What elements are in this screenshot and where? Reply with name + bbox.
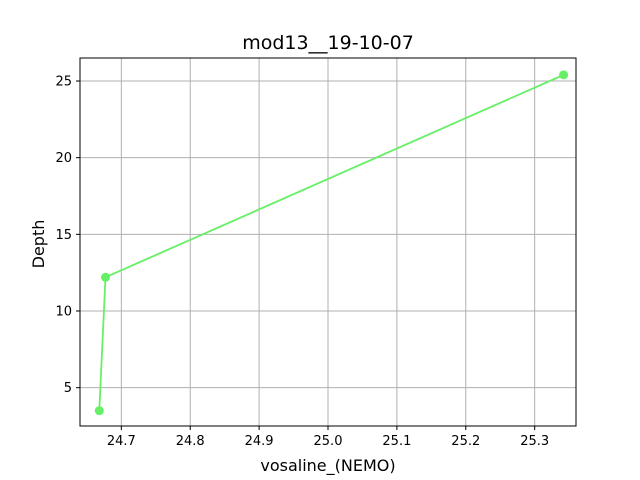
grid xyxy=(80,58,576,426)
x-tick-label: 24.9 xyxy=(245,434,274,449)
y-tick-label: 10 xyxy=(55,305,72,320)
x-tick-label: 25.1 xyxy=(382,434,411,449)
y-tick-label: 20 xyxy=(55,151,72,166)
data-point xyxy=(559,70,569,80)
x-axis: 24.7 24.8 24.9 25.0 25.1 25.2 25.3 xyxy=(107,426,549,449)
x-tick-label: 25.2 xyxy=(451,434,480,449)
y-axis-label: Depth xyxy=(29,220,48,269)
data-point xyxy=(100,272,110,282)
series-line xyxy=(98,74,564,411)
x-tick-label: 24.8 xyxy=(176,434,205,449)
x-tick-label: 25.0 xyxy=(314,434,343,449)
y-tick-label: 5 xyxy=(64,381,72,396)
x-tick-label: 24.7 xyxy=(107,434,136,449)
chart-title: mod13__19-10-07 xyxy=(242,32,414,54)
data-point xyxy=(94,406,104,416)
y-tick-label: 15 xyxy=(55,228,72,243)
y-tick-label: 25 xyxy=(55,75,72,90)
series-layer xyxy=(94,70,569,416)
x-tick-label: 25.3 xyxy=(520,434,549,449)
x-axis-label: vosaline_(NEMO) xyxy=(260,456,395,476)
y-axis: 5 10 15 20 25 xyxy=(55,75,80,396)
